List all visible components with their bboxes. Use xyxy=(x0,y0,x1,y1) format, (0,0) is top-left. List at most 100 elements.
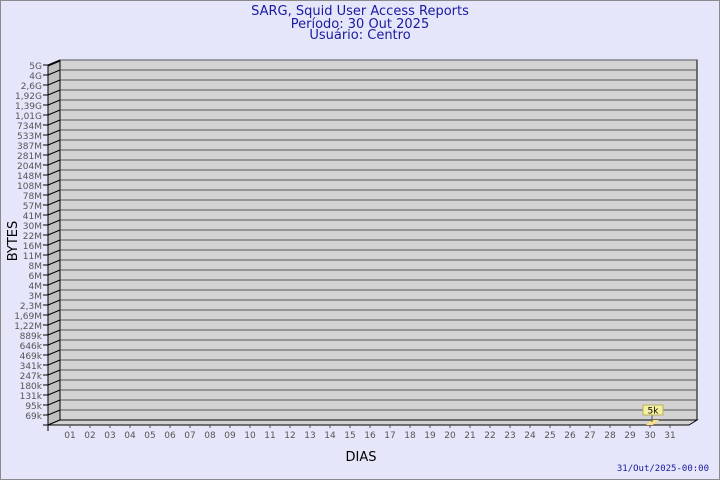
grid-diagonal xyxy=(47,119,61,126)
y-tick-label: 1,69M xyxy=(14,312,42,322)
grid-diagonal xyxy=(47,319,61,326)
y-tick-label: 57M xyxy=(23,202,42,212)
grid-diagonal xyxy=(47,179,61,186)
grid-diagonal xyxy=(47,379,61,386)
grid-diagonal xyxy=(47,389,61,396)
x-tick-label: 03 xyxy=(104,431,115,441)
x-tick-label: 05 xyxy=(144,431,155,441)
x-axis-title: DIAS xyxy=(346,450,377,465)
grid-diagonal xyxy=(47,169,61,176)
grid-diagonal xyxy=(47,159,61,166)
y-tick-label: 4G xyxy=(29,72,42,82)
x-tick-label: 06 xyxy=(164,431,176,441)
y-axis-title: BYTES xyxy=(6,221,21,262)
y-tick-label: 131k xyxy=(20,392,43,402)
grid-diagonal xyxy=(47,349,61,356)
x-tick-label: 12 xyxy=(284,431,295,441)
x-tick-label: 31 xyxy=(664,431,675,441)
y-tick-label: 3M xyxy=(29,292,43,302)
x-tick-label: 21 xyxy=(464,431,475,441)
y-tick-label: 1,01G xyxy=(15,112,42,122)
x-tick-label: 28 xyxy=(604,431,616,441)
x-tick-label: 29 xyxy=(624,431,636,441)
y-tick-label: 180k xyxy=(20,382,43,392)
grid-diagonal xyxy=(47,219,61,226)
y-tick-label: 204M xyxy=(17,162,42,172)
grid-diagonal xyxy=(47,369,61,376)
y-tick-label: 533M xyxy=(17,132,42,142)
grid-diagonal xyxy=(47,129,61,136)
grid-diagonal xyxy=(47,259,61,266)
grid-diagonal xyxy=(47,339,61,346)
grid-diagonal xyxy=(47,249,61,256)
grid-diagonal xyxy=(47,89,61,96)
y-tick-label: 95k xyxy=(25,402,42,412)
y-tick-label: 6M xyxy=(29,272,43,282)
x-tick-label: 23 xyxy=(504,431,515,441)
y-tick-label: 30M xyxy=(23,222,42,232)
bar xyxy=(646,420,659,425)
y-tick-label: 734M xyxy=(17,122,42,132)
x-tick-label: 11 xyxy=(264,431,275,441)
grid-diagonal xyxy=(47,149,61,156)
x-tick-label: 09 xyxy=(224,431,236,441)
y-tick-label: 1,39G xyxy=(15,102,42,112)
grid-diagonal xyxy=(47,289,61,296)
x-tick-label: 14 xyxy=(324,431,336,441)
y-tick-label: 387M xyxy=(17,142,42,152)
y-tick-label: 2,6G xyxy=(21,82,42,92)
bar-label: 5k xyxy=(648,407,660,417)
grid-diagonal xyxy=(47,309,61,316)
footer-timestamp: 31/Out/2025-00:00 xyxy=(617,464,709,474)
floor xyxy=(47,419,699,426)
grid-diagonal xyxy=(47,269,61,276)
y-tick-label: 148M xyxy=(17,172,42,182)
x-tick-label: 25 xyxy=(544,431,555,441)
x-tick-label: 30 xyxy=(644,431,656,441)
grid-diagonal xyxy=(47,239,61,246)
x-tick-label: 07 xyxy=(184,431,195,441)
y-tick-label: 469k xyxy=(20,352,43,362)
y-tick-label: 78M xyxy=(23,192,42,202)
x-tick-label: 13 xyxy=(304,431,315,441)
grid-diagonal xyxy=(47,359,61,366)
x-tick-label: 04 xyxy=(124,431,136,441)
y-tick-label: 247k xyxy=(20,372,43,382)
grid-diagonal xyxy=(47,229,61,236)
grid-diagonal xyxy=(47,199,61,206)
x-tick-label: 20 xyxy=(444,431,456,441)
grid-diagonal xyxy=(47,99,61,106)
x-tick-label: 10 xyxy=(244,431,256,441)
y-tick-label: 4M xyxy=(29,282,43,292)
grid-diagonal xyxy=(47,79,61,86)
x-tick-label: 16 xyxy=(364,431,376,441)
x-tick-label: 27 xyxy=(584,431,595,441)
y-tick-label: 1,92G xyxy=(15,92,42,102)
y-tick-label: 11M xyxy=(23,252,42,262)
y-tick-label: 41M xyxy=(23,212,42,222)
chart-subtitle-period: Período: 30 Out 2025 xyxy=(290,17,430,32)
x-tick-label: 19 xyxy=(424,431,436,441)
y-tick-label: 646k xyxy=(20,342,43,352)
chart-title: SARG, Squid User Access Reports xyxy=(251,4,469,19)
grid-diagonal xyxy=(47,299,61,306)
x-tick-label: 22 xyxy=(484,431,495,441)
y-tick-label: 16M xyxy=(23,242,42,252)
x-tick-label: 15 xyxy=(344,431,355,441)
grid-diagonal xyxy=(47,399,61,406)
y-tick-label: 889k xyxy=(20,332,43,342)
bar-label-box xyxy=(642,404,664,416)
grid-diagonal xyxy=(47,69,61,76)
y-tick-label: 341k xyxy=(20,362,43,372)
grid-diagonal xyxy=(47,189,61,196)
grid-diagonal xyxy=(47,329,61,336)
y-tick-label: 2,3M xyxy=(20,302,42,312)
x-tick-label: 17 xyxy=(384,431,395,441)
grid-diagonal xyxy=(47,279,61,286)
grid-diagonal xyxy=(47,139,61,146)
grid-diagonal xyxy=(47,209,61,216)
grid-diagonal xyxy=(47,409,61,416)
y-tick-label: 5G xyxy=(29,62,42,72)
